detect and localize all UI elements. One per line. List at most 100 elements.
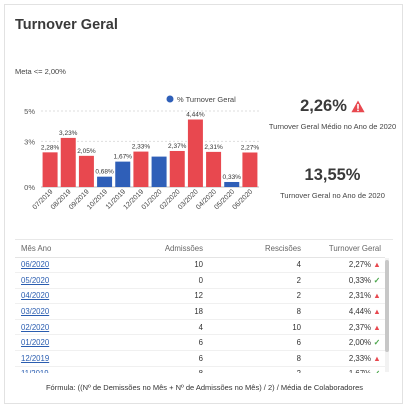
target-label: Meta <= 2,00% xyxy=(15,67,66,76)
table-row[interactable]: 01/2020 6 6 2,00% ✓ xyxy=(15,334,385,352)
legend-label: % Turnover Geral xyxy=(177,95,236,104)
row-turnover: 2,37% xyxy=(348,322,371,332)
row-rescisoes: 6 xyxy=(207,334,305,352)
row-turnover: 4,44% xyxy=(348,307,371,317)
column-header-admissoes[interactable]: Admissões xyxy=(125,240,207,258)
data-label: 2,28% xyxy=(41,144,60,151)
table-row[interactable]: 11/2019 821,67%✓ xyxy=(15,366,385,373)
row-month-link[interactable]: 11/2019 xyxy=(21,369,49,373)
check-icon: ✓ xyxy=(373,338,381,348)
row-admissoes: 10 xyxy=(125,257,207,274)
row-turnover-cell: 2,31% ▲ xyxy=(305,288,385,305)
bar xyxy=(224,181,240,187)
row-turnover-cell: 0,33% ✓ xyxy=(305,272,385,289)
row-month-cell: 01/2020 xyxy=(15,334,125,352)
row-month-link[interactable]: 12/2019 xyxy=(21,353,50,363)
row-month-link[interactable]: 01/2020 xyxy=(21,338,50,348)
warning-icon: ▲ xyxy=(373,291,381,301)
data-label: 4,44% xyxy=(186,112,205,119)
warning-icon: ▲ xyxy=(373,353,381,363)
row-admissoes: 18 xyxy=(125,303,207,320)
row-month-cell: 06/2020 xyxy=(15,257,125,274)
kpi-average-value: 2,26% xyxy=(300,97,347,115)
row-admissoes: 4 xyxy=(125,319,207,336)
bar xyxy=(115,161,131,187)
column-header-turnover[interactable]: Turnover Geral xyxy=(305,240,385,258)
row-turnover: 2,33% xyxy=(348,353,371,363)
table-row[interactable]: 05/2020 0 2 0,33% ✓ xyxy=(15,272,385,289)
bar xyxy=(133,151,149,187)
data-label: 3,23% xyxy=(59,130,78,137)
warning-icon xyxy=(351,100,365,113)
y-tick-label: 0% xyxy=(24,183,35,192)
row-turnover: 2,00% xyxy=(348,338,371,348)
row-month-link[interactable]: 05/2020 xyxy=(21,275,50,285)
bar xyxy=(242,152,258,187)
kpi-average-label: Turnover Geral Médio no Ano de 2020 xyxy=(268,122,397,131)
table-scrollbar[interactable] xyxy=(385,258,389,372)
turnover-bar-chart: 0%3%5%% Turnover Geral2,28%07/20193,23%0… xyxy=(24,95,260,211)
row-month-link[interactable]: 04/2020 xyxy=(21,291,50,301)
data-label: 0,68% xyxy=(95,169,114,176)
row-month-cell: 11/2019 xyxy=(15,366,125,373)
row-turnover-cell: 2,37% ▲ xyxy=(305,319,385,336)
warning-icon: ▲ xyxy=(373,322,381,332)
kpi-total-label: Turnover Geral no Ano de 2020 xyxy=(280,191,385,200)
turnover-table: Mês Ano Admissões Rescisões Turnover Ger… xyxy=(15,240,385,373)
turnover-table-container[interactable]: Mês Ano Admissões Rescisões Turnover Ger… xyxy=(15,239,393,373)
bar xyxy=(169,150,185,187)
row-turnover-cell: 4,44% ▲ xyxy=(305,303,385,320)
kpi-average-turnover: 2,26% Turnover Geral Médio no Ano de 202… xyxy=(265,97,400,132)
warning-icon: ▲ xyxy=(373,307,381,317)
table-body: 06/2020 10 4 2,27% ▲ 05/2020 0 2 0,33% ✓ 04/2020 12… xyxy=(15,257,385,373)
row-turnover-cell: 2,00% ✓ xyxy=(305,334,385,352)
row-month-cell: 02/2020 xyxy=(15,319,125,336)
row-rescisoes: 4 xyxy=(207,257,305,274)
row-month-link[interactable]: 06/2020 xyxy=(21,260,50,270)
data-label: 2,31% xyxy=(204,144,223,151)
row-turnover: 2,31% xyxy=(348,291,371,301)
row-rescisoes: 2 xyxy=(207,272,305,289)
data-label: 2,37% xyxy=(168,143,187,150)
legend-marker xyxy=(166,95,174,103)
row-admissoes: 6 xyxy=(125,334,207,352)
row-turnover-cell: 2,27% ▲ xyxy=(305,257,385,274)
row-rescisoes: 2 xyxy=(207,288,305,305)
column-header-rescisoes[interactable]: Rescisões xyxy=(207,240,305,258)
bar xyxy=(60,137,76,187)
table-row[interactable]: 12/2019 6 8 2,33% ▲ xyxy=(15,350,385,367)
column-header-month[interactable]: Mês Ano xyxy=(15,240,125,258)
kpi-average-value-row: 2,26% xyxy=(300,97,365,116)
bar xyxy=(78,155,94,187)
row-rescisoes: 8 xyxy=(207,303,305,320)
check-icon: ✓ xyxy=(373,369,381,373)
row-admissoes: 12 xyxy=(125,288,207,305)
table-header-row: Mês Ano Admissões Rescisões Turnover Ger… xyxy=(15,240,385,258)
scrollbar-thumb[interactable] xyxy=(385,260,389,352)
row-admissoes: 6 xyxy=(125,350,207,367)
data-label: 2,05% xyxy=(77,148,96,155)
x-tick-label: 06/2020 xyxy=(231,188,254,211)
table-row[interactable]: 02/2020 4 10 2,37% ▲ xyxy=(15,319,385,336)
data-label: 2,27% xyxy=(241,144,260,151)
row-month-link[interactable]: 03/2020 xyxy=(21,307,50,317)
row-month-cell: 04/2020 xyxy=(15,288,125,305)
row-turnover-cell: 1,67%✓ xyxy=(305,366,385,373)
kpi-total-value: 13,55% xyxy=(304,166,361,184)
bar xyxy=(42,152,58,187)
card-title: Turnover Geral xyxy=(15,17,118,33)
row-admissoes: 8 xyxy=(125,366,207,373)
table-row[interactable]: 06/2020 10 4 2,27% ▲ xyxy=(15,257,385,274)
kpi-total-turnover: 13,55% Turnover Geral no Ano de 2020 xyxy=(265,166,400,201)
bar xyxy=(151,156,167,187)
bar xyxy=(97,176,113,187)
row-month-cell: 03/2020 xyxy=(15,303,125,320)
row-rescisoes: 2 xyxy=(207,366,305,373)
row-admissoes: 0 xyxy=(125,272,207,289)
row-turnover: 2,27% xyxy=(348,260,371,270)
table-row[interactable]: 04/2020 12 2 2,31% ▲ xyxy=(15,288,385,305)
row-month-link[interactable]: 02/2020 xyxy=(21,322,50,332)
bar xyxy=(187,119,203,187)
bar xyxy=(206,151,222,187)
table-row[interactable]: 03/2020 18 8 4,44% ▲ xyxy=(15,303,385,320)
